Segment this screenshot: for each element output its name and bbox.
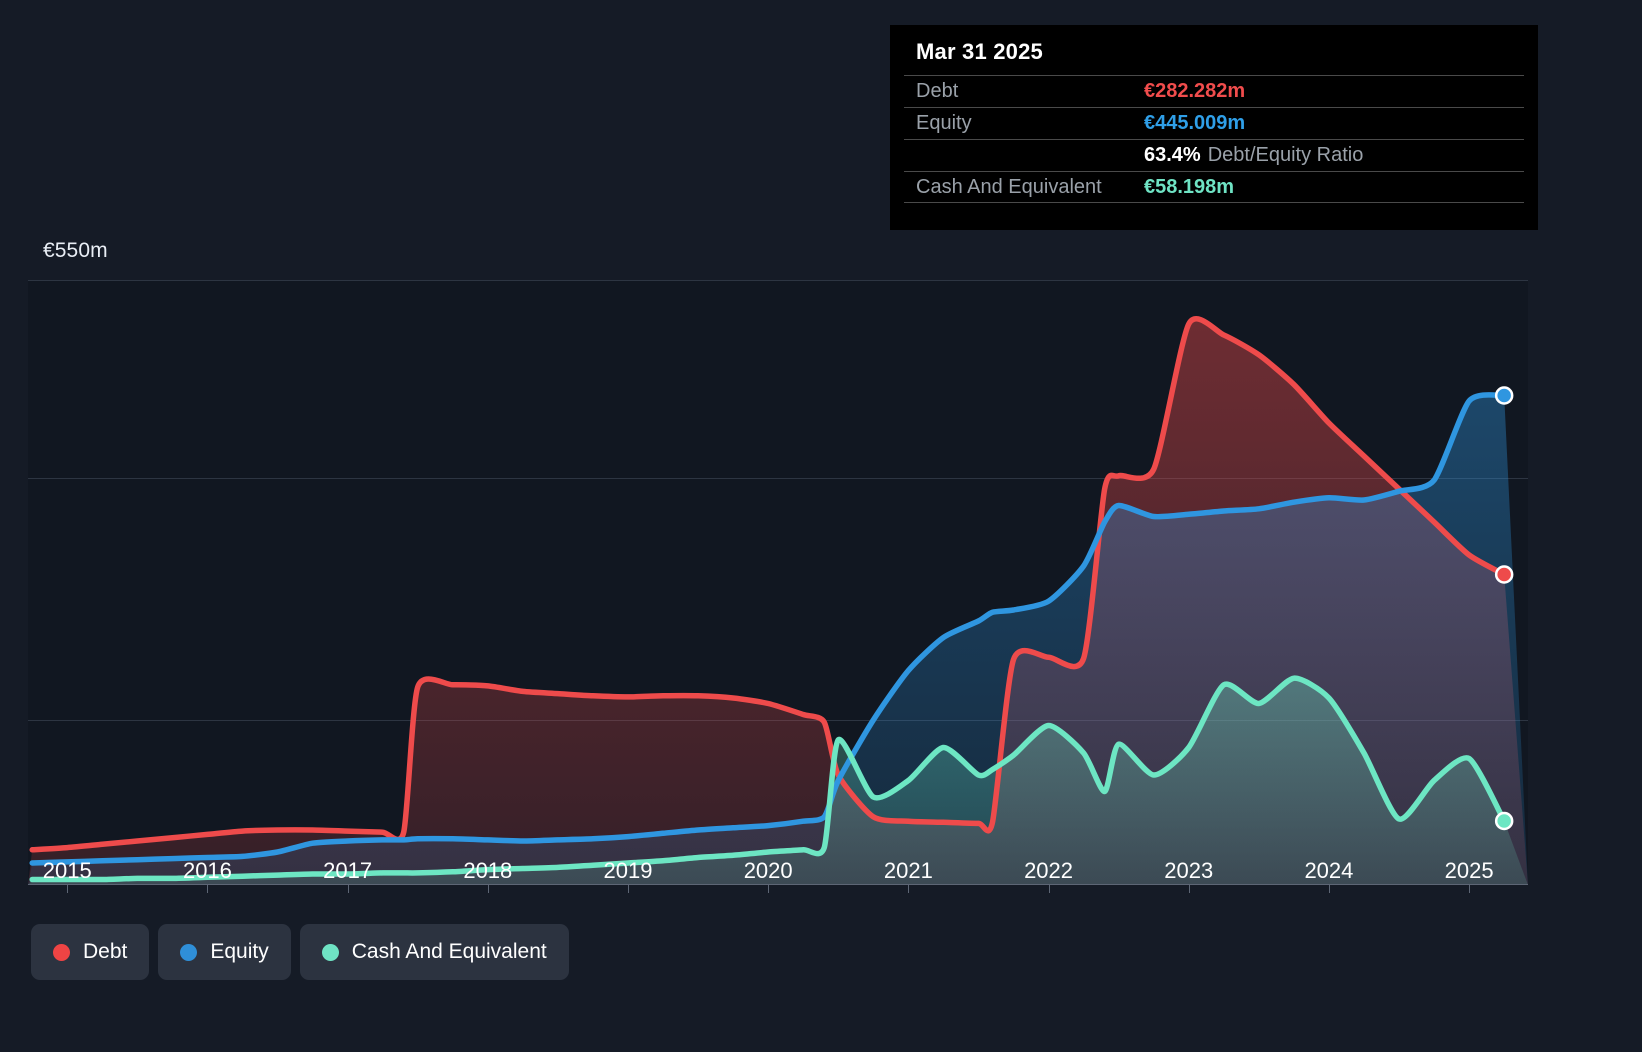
x-axis-label-2022: 2022 <box>1024 858 1074 883</box>
tooltip-debt-value: €282.282m <box>1144 80 1246 102</box>
x-axis-tick <box>1048 884 1050 893</box>
x-axis-tick <box>1469 884 1471 893</box>
tooltip-debt-label: Debt <box>916 80 959 102</box>
x-axis-tick <box>908 884 910 893</box>
chart-legend: Debt Equity Cash And Equivalent <box>31 924 569 980</box>
endpoint-marker-debt[interactable] <box>1494 565 1514 584</box>
chart-canvas <box>28 280 1528 885</box>
tooltip-equity-value: €445.009m <box>1144 112 1246 134</box>
endpoint-marker-cash-and-equivalent[interactable] <box>1494 811 1514 831</box>
x-axis-label-2018: 2018 <box>463 858 513 883</box>
tooltip-cash-value: €58.198m <box>1144 175 1235 198</box>
x-axis-label-2015: 2015 <box>42 858 92 883</box>
y-axis-max-label: €550m <box>43 239 108 262</box>
data-tooltip-panel: Mar 31 2025 Debt €282.282m Equity €445.0… <box>890 25 1538 230</box>
tooltip-date: Mar 31 2025 <box>916 39 1043 64</box>
x-axis-tick <box>1188 884 1190 893</box>
legend-label: Debt <box>83 940 128 963</box>
x-axis-tick <box>628 884 629 893</box>
chart-lines <box>29 316 1507 883</box>
legend-item-debt[interactable]: Debt <box>31 924 150 980</box>
circle-marker-icon <box>321 943 339 961</box>
x-axis-label-2016: 2016 <box>182 858 232 883</box>
chart-endpoint-markers <box>1494 386 1514 831</box>
circle-marker-icon <box>53 943 70 961</box>
tooltip-cash-label: Cash And Equivalent <box>916 175 1102 198</box>
x-axis-label-2021: 2021 <box>883 858 933 883</box>
tooltip-row-ratio: 63.4% Debt/Equity Ratio <box>904 139 1524 171</box>
chart-areas <box>28 318 1528 885</box>
tooltip-equity-label: Equity <box>916 112 972 134</box>
x-axis-tick <box>67 884 69 893</box>
x-axis-label-2023: 2023 <box>1164 858 1214 883</box>
legend-label: Equity <box>210 940 269 963</box>
tooltip-row-equity: Equity €445.009m <box>904 107 1524 139</box>
x-axis-tick <box>207 884 209 893</box>
x-axis-line <box>28 884 1528 885</box>
x-axis-label-2024: 2024 <box>1304 858 1354 883</box>
series-line-equity[interactable] <box>29 392 1507 866</box>
x-axis-label-2019: 2019 <box>603 858 653 883</box>
tooltip-ratio-value: 63.4% <box>1144 144 1201 166</box>
x-axis-label-2020: 2020 <box>743 858 793 883</box>
legend-item-cash-and-equivalent[interactable]: Cash And Equivalent <box>299 924 569 980</box>
x-axis-tick <box>347 884 349 893</box>
series-line-debt[interactable] <box>29 316 1507 853</box>
x-axis-label-2017: 2017 <box>323 858 373 883</box>
legend-label: Cash And Equivalent <box>351 940 547 963</box>
area-fill-cash-and-equivalent <box>28 678 1528 885</box>
x-axis-label-2025: 2025 <box>1444 858 1494 883</box>
chart-plot-area[interactable] <box>28 280 1528 885</box>
legend-item-equity[interactable]: Equity <box>158 924 291 980</box>
x-axis-tick <box>487 884 489 893</box>
endpoint-marker-equity[interactable] <box>1494 386 1514 405</box>
circle-marker-icon <box>180 943 198 961</box>
x-axis-tick <box>768 884 770 893</box>
tooltip-ratio-label: Debt/Equity Ratio <box>1207 144 1364 166</box>
series-line-cash-and-equivalent[interactable] <box>29 675 1507 883</box>
tooltip-row-debt: Debt €282.282m <box>904 75 1524 107</box>
x-axis-tick <box>1328 884 1330 893</box>
tooltip-row-cash: Cash And Equivalent €58.198m <box>904 171 1524 203</box>
